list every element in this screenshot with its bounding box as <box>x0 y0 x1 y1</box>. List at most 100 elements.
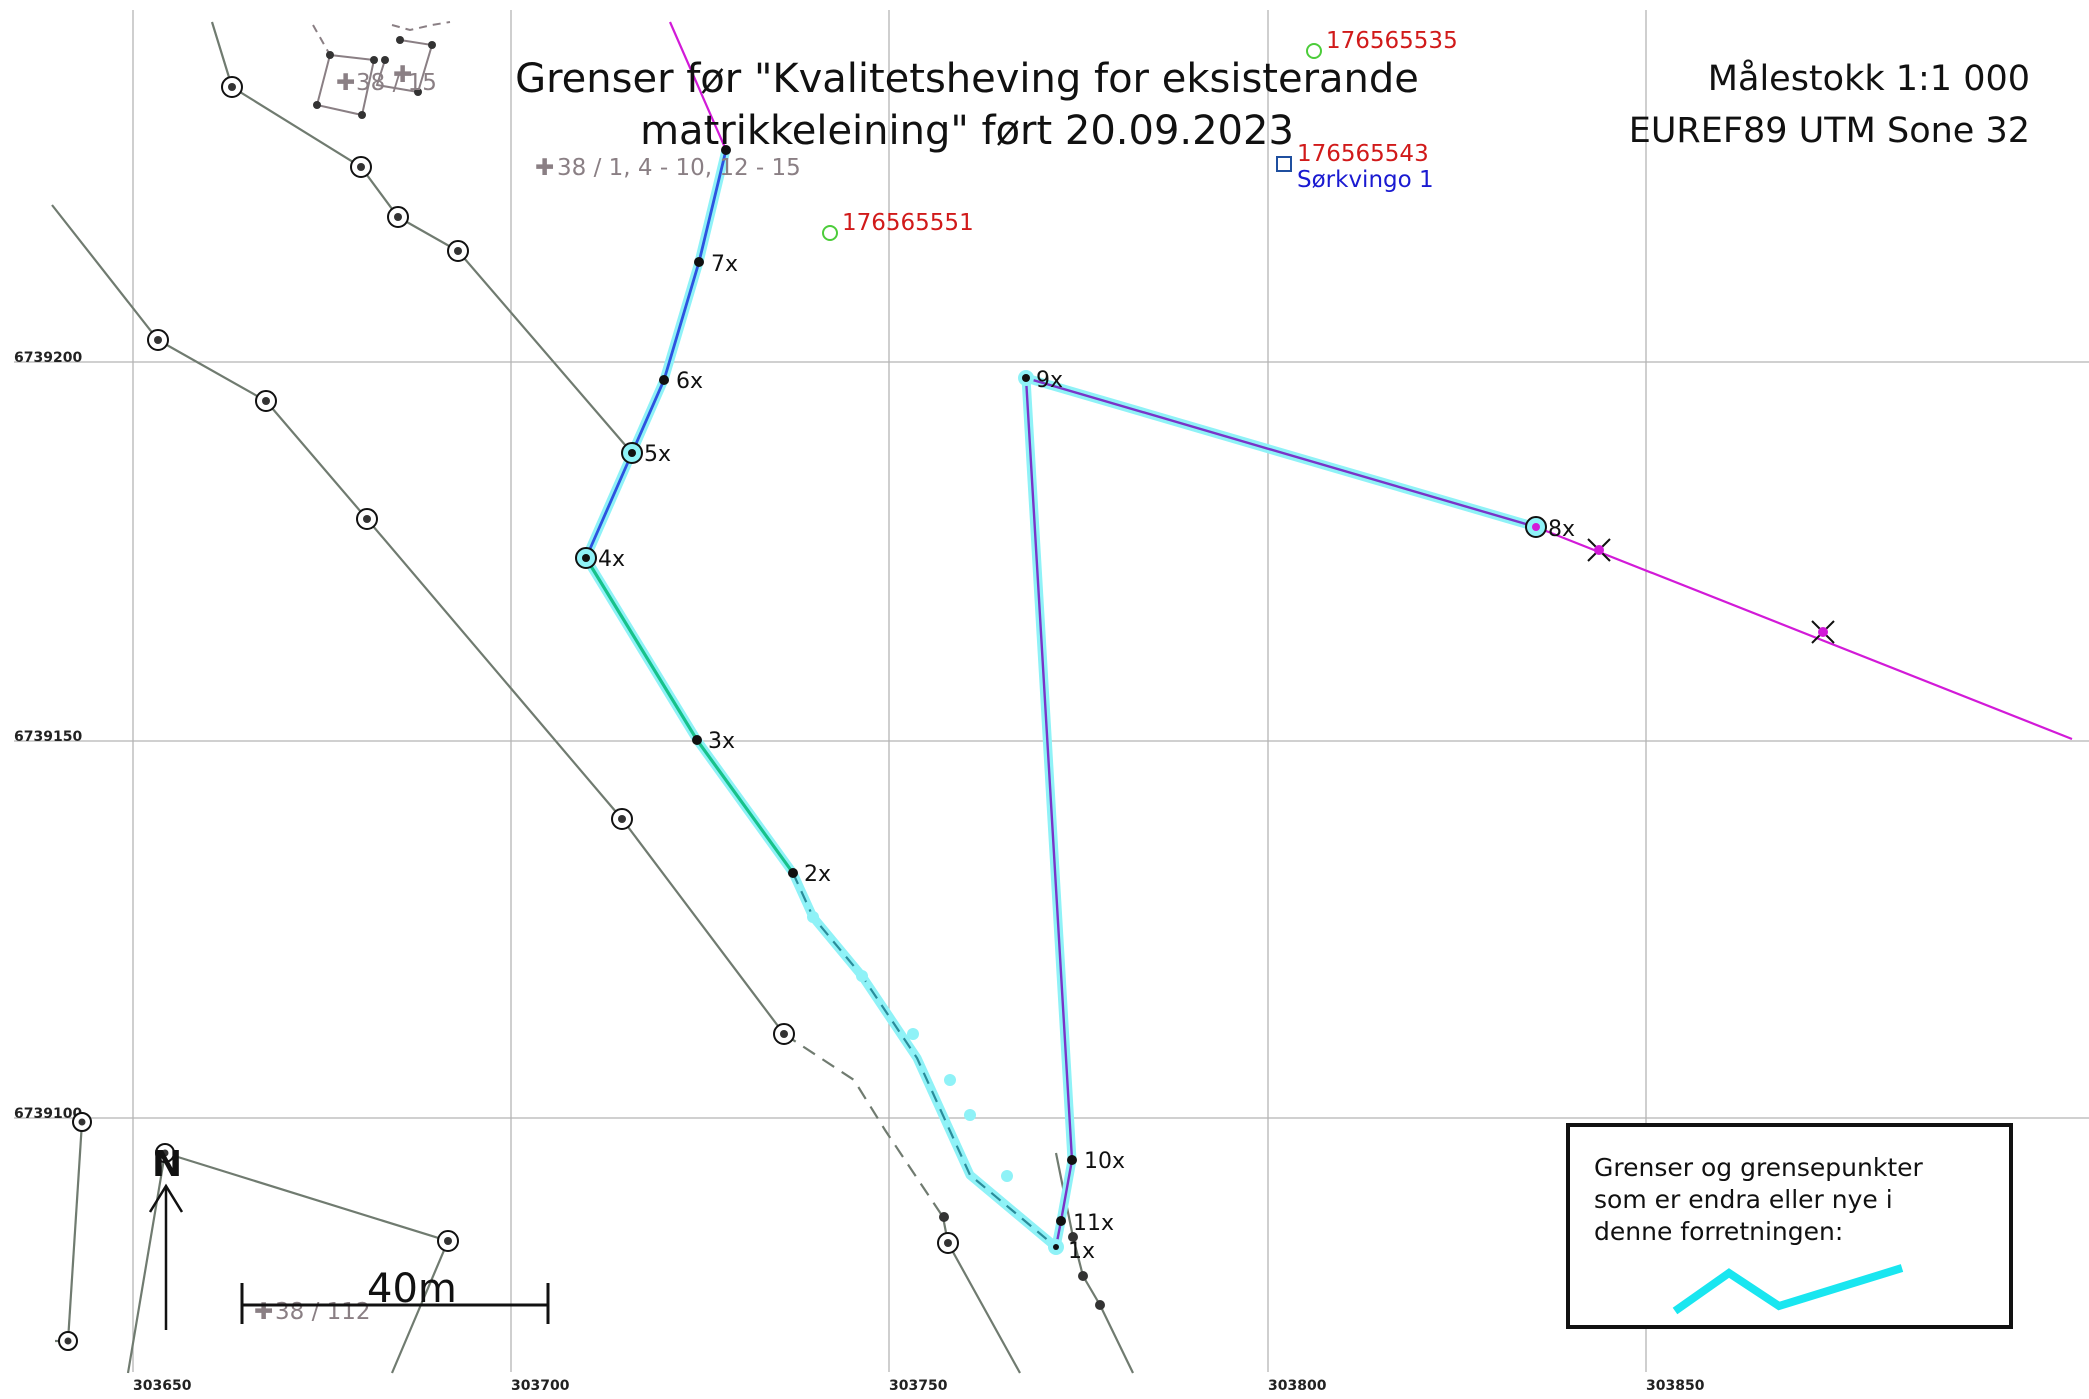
intermediate-node <box>807 911 819 923</box>
monument-dot <box>357 163 365 171</box>
small-point <box>414 88 422 96</box>
point-dot <box>694 257 704 267</box>
intermediate-node <box>1001 1170 1013 1182</box>
parcel-label-text: 38 / 112 <box>275 1299 371 1325</box>
easting-label: 303650 <box>133 1378 192 1394</box>
blue-boundary-line <box>584 149 728 559</box>
small-point <box>428 41 436 49</box>
monument-dot <box>262 397 270 405</box>
monument-dot <box>78 1118 86 1126</box>
legend-line: som er endra eller nye i <box>1594 1185 1893 1214</box>
address-circle-icon <box>1306 43 1322 59</box>
north-label: N <box>152 1144 182 1185</box>
cross-markers <box>1587 538 1835 644</box>
monument-dot <box>454 247 462 255</box>
legend-line: Grenser og grensepunkter <box>1594 1153 1924 1182</box>
northing-label: 6739150 <box>14 729 82 745</box>
address-id-label: 176565543 <box>1297 141 1429 167</box>
point-dot <box>582 554 590 562</box>
map-title-line2: matrikkeleining" ført 20.09.2023 <box>640 108 1294 154</box>
address-id-label: 176565535 <box>1326 28 1458 54</box>
small-point <box>358 111 366 119</box>
parcel-label-top-left: ✚ 38 / 1, 4 - 10, 12 - 15 <box>535 155 801 181</box>
intermediate-nodes <box>807 911 1013 1182</box>
monument-dot <box>64 1337 72 1345</box>
small-point <box>1095 1300 1105 1310</box>
monument-dot <box>161 1149 169 1157</box>
plus-icon: ✚ <box>254 1299 273 1325</box>
highlight-west <box>581 145 1061 1252</box>
small-point <box>381 56 389 64</box>
cross-dot <box>1594 545 1604 555</box>
point-label-1x: 1x <box>1068 1239 1095 1264</box>
point-dot <box>692 735 702 745</box>
map-scale-text: Målestokk 1:1 000 <box>1708 58 2030 99</box>
easting-label: 303750 <box>889 1378 948 1394</box>
north-arrow-icon <box>148 1183 184 1213</box>
point-label-3x: 3x <box>708 729 735 754</box>
monument-dot <box>154 336 162 344</box>
magenta-boundary-line <box>668 21 728 151</box>
map-title-line1: Grenser før "Kvalitetsheving for eksiste… <box>515 56 1419 102</box>
small-point <box>370 56 378 64</box>
parcel-label-top-small: ✚ 38 / 15 ✚ <box>336 62 437 96</box>
boundary-line-bottom-left-2 <box>126 1152 167 1374</box>
monument-dot <box>394 213 402 221</box>
monument-dot <box>944 1239 952 1247</box>
boundary-line-bottom-left <box>164 1151 450 1374</box>
monument-dot <box>780 1030 788 1038</box>
easting-label: 303700 <box>511 1378 570 1394</box>
easting-label: 303850 <box>1646 1378 1705 1394</box>
monument-dot <box>363 515 371 523</box>
address-id-label: 176565551 <box>842 210 974 236</box>
point-dot <box>1053 1244 1059 1250</box>
changed-points <box>575 145 1547 1255</box>
point-label-7x: 7x <box>711 252 738 277</box>
point-dot <box>1532 523 1540 531</box>
plus-icon: ✚ <box>393 62 412 88</box>
point-dot <box>628 449 636 457</box>
legend: Grenser og grensepunkter som er endra el… <box>1566 1123 2013 1329</box>
easting-label: 303800 <box>1268 1378 1327 1394</box>
point-label-6x: 6x <box>676 369 703 394</box>
parcel-label-bottom-left: ✚ 38 / 112 <box>254 1299 371 1325</box>
northing-label: 6739200 <box>14 350 82 366</box>
plus-icon: ✚ <box>535 155 554 181</box>
dashed-changed-line <box>791 872 1057 1248</box>
point-dot <box>1056 1216 1066 1226</box>
cross-dot <box>1818 627 1828 637</box>
boundary-line-far-left <box>66 1121 84 1342</box>
intermediate-node <box>964 1109 976 1121</box>
small-point <box>939 1212 949 1222</box>
point-label-8x: 8x <box>1548 517 1575 542</box>
legend-swatch <box>1672 1264 1904 1315</box>
address-point-176565551: 176565551 <box>822 210 974 241</box>
boundary-line-middle <box>51 204 785 1035</box>
boundary-line-middle-dashed <box>783 1033 944 1218</box>
point-label-4x: 4x <box>598 547 625 572</box>
point-label-2x: 2x <box>804 862 831 887</box>
highlight-east <box>1021 373 1541 1252</box>
changed-boundaries-highlight <box>581 145 1541 1252</box>
point-dot <box>659 375 669 385</box>
small-point <box>313 101 321 109</box>
address-name-label: Sørkvingo 1 <box>1297 167 1434 193</box>
address-square-icon <box>1276 156 1292 172</box>
plus-icon: ✚ <box>336 70 355 96</box>
point-dot <box>1022 374 1030 382</box>
boundary-line-upper <box>210 21 633 454</box>
parcel-label-text: 38 / 1, 4 - 10, 12 - 15 <box>557 155 801 181</box>
intermediate-node <box>856 970 868 982</box>
small-parcel-top <box>312 21 451 117</box>
address-point-176565535: 176565535 <box>1306 28 1458 59</box>
monument-dot <box>228 83 236 91</box>
point-dot <box>788 868 798 878</box>
legend-box <box>1566 1123 2013 1329</box>
scale-bar-label: 40m <box>367 1266 457 1312</box>
existing-monuments <box>58 76 959 1351</box>
monument-centers <box>64 36 1105 1345</box>
small-point <box>396 36 404 44</box>
point-label-9x: 9x <box>1036 368 1063 393</box>
small-point <box>326 51 334 59</box>
